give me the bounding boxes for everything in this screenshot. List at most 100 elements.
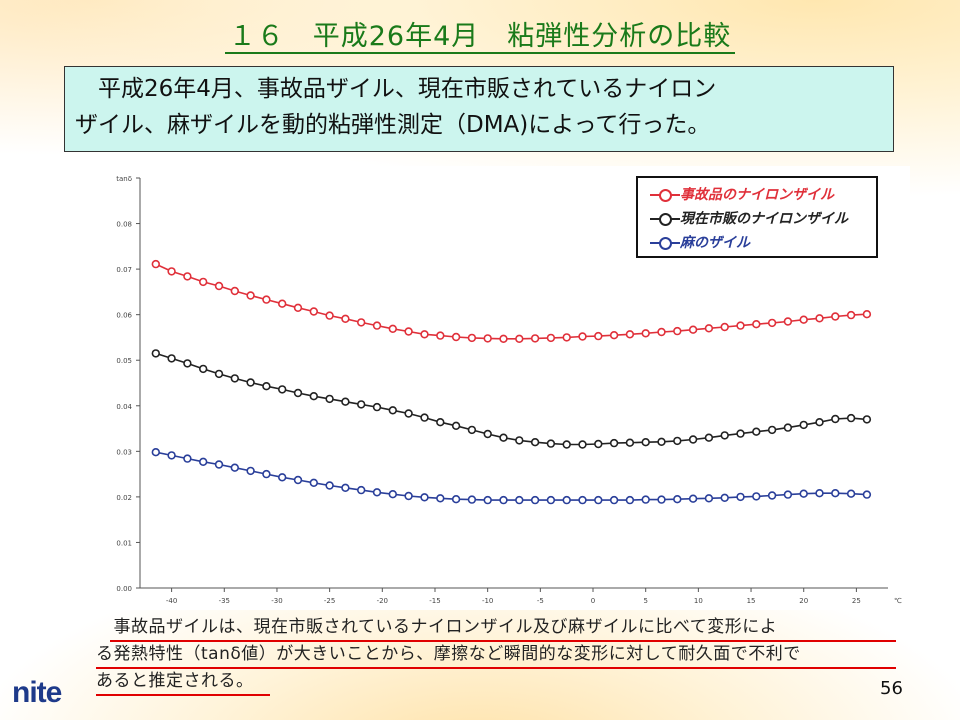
y-tick-label: 0.07 <box>116 266 132 274</box>
note-underline-2 <box>96 667 896 669</box>
series-2-point <box>704 494 714 503</box>
series-1-point <box>372 402 382 412</box>
legend-label: 麻のザイル <box>680 235 750 251</box>
series-2-point <box>183 454 192 463</box>
series-0-point <box>483 334 492 343</box>
series-0-point <box>278 299 287 308</box>
nite-logo: nite <box>12 676 62 710</box>
series-2-point <box>767 491 777 500</box>
series-0-point <box>404 327 413 336</box>
x-unit-label: ℃ <box>894 597 902 605</box>
legend-marker-icon <box>650 212 680 226</box>
series-1-point <box>736 429 745 438</box>
series-0-point <box>325 311 334 320</box>
series-0-point <box>436 331 445 340</box>
series-0-point <box>451 332 461 342</box>
series-0-point <box>341 314 350 324</box>
legend-label: 現在市販のナイロンザイル <box>680 211 848 227</box>
series-0-point <box>183 272 192 281</box>
x-tick-label: -35 <box>219 597 230 605</box>
series-1-point <box>515 436 524 445</box>
series-0-point <box>246 291 255 300</box>
x-tick-label: -15 <box>429 597 440 605</box>
series-0-point <box>262 295 271 304</box>
series-0-point <box>783 317 793 326</box>
legend-label: 事故品のナイロンザイル <box>680 187 834 203</box>
series-2-point <box>641 495 650 504</box>
series-2-point <box>720 493 729 502</box>
series-line-2 <box>155 451 867 501</box>
series-0-point <box>625 330 635 339</box>
intro-line-2: ザイル、麻ザイルを動的粘弾性測定（DMA)によって行った。 <box>75 112 711 138</box>
logo-text: nite <box>12 676 62 709</box>
series-2-point <box>688 494 698 503</box>
series-1-point <box>846 413 856 423</box>
series-1-point <box>767 425 777 435</box>
series-0-point <box>673 326 682 336</box>
series-1-point <box>230 374 240 383</box>
series-2-point <box>752 492 761 501</box>
series-0-point <box>420 330 429 339</box>
series-0-point <box>151 259 160 269</box>
series-1-point <box>341 397 350 406</box>
series-2-point <box>578 495 587 505</box>
series-1-point <box>831 414 840 424</box>
series-0-point <box>609 331 619 340</box>
series-0-point <box>293 303 303 313</box>
series-1-point <box>530 438 540 447</box>
series-2-point <box>404 491 413 501</box>
legend-item-hemp-rope: 麻のザイル <box>650 232 750 254</box>
series-1-point <box>325 394 334 404</box>
series-1-point <box>594 439 603 449</box>
series-0-point <box>167 267 176 276</box>
series-0-point <box>388 324 397 334</box>
note-underline-1 <box>110 640 896 642</box>
series-1-point <box>451 421 461 430</box>
page-number: 56 <box>880 678 903 699</box>
series-2-point <box>293 475 303 485</box>
series-1-point <box>704 433 714 442</box>
series-2-point <box>436 494 445 503</box>
x-tick-label: 0 <box>591 597 595 605</box>
series-2-point <box>846 489 856 498</box>
series-2-point <box>483 495 492 505</box>
chart-svg: 0.00 0.01 0.02 0.03 0.04 0.05 0.06 0.07 0.08 tanδ… <box>116 175 902 605</box>
series-1-point <box>815 418 824 427</box>
series-0-point <box>799 315 808 324</box>
series-2-point <box>799 489 808 498</box>
series-1-point <box>783 423 793 432</box>
x-tick-label: -5 <box>537 597 544 605</box>
chart-area: 0.00 0.01 0.02 0.03 0.04 0.05 0.06 0.07 0.08 tanδ… <box>100 166 910 610</box>
series-1-point <box>499 433 508 442</box>
series-1-point <box>404 409 413 418</box>
series-0-point <box>846 310 856 320</box>
series-1-point <box>357 400 366 409</box>
series-2-point <box>467 495 477 504</box>
series-1-point <box>436 418 445 427</box>
x-tick-label: -25 <box>324 597 335 605</box>
y-tick-label: 0.04 <box>116 403 132 411</box>
series-0-point <box>594 331 603 341</box>
series-1-point <box>309 392 319 401</box>
series-0-point <box>372 321 382 330</box>
series-2-point <box>230 463 240 472</box>
series-2-point <box>325 481 334 490</box>
series-0-point <box>230 286 240 296</box>
note-underline-3 <box>96 694 270 696</box>
series-2-point <box>151 448 160 457</box>
series-2-point <box>278 473 287 482</box>
x-tick-label: -30 <box>271 597 282 605</box>
series-0-point <box>736 321 745 330</box>
conclusion-note: 事故品ザイルは、現在市販されているナイロンザイル及び麻ザイルに比べて変形によ る… <box>96 614 896 695</box>
y-tick-label: 0.03 <box>116 448 132 456</box>
series-line-0 <box>155 263 867 340</box>
series-0-point <box>767 318 777 328</box>
series-2-point <box>530 495 540 505</box>
series-0-point <box>720 322 729 332</box>
series-0-point <box>357 318 366 327</box>
series-2-point <box>862 490 872 499</box>
x-tick-label: 5 <box>643 597 647 605</box>
series-2-point <box>451 495 461 504</box>
x-tick-label: 25 <box>852 597 861 605</box>
x-tick-label: -10 <box>482 597 493 605</box>
